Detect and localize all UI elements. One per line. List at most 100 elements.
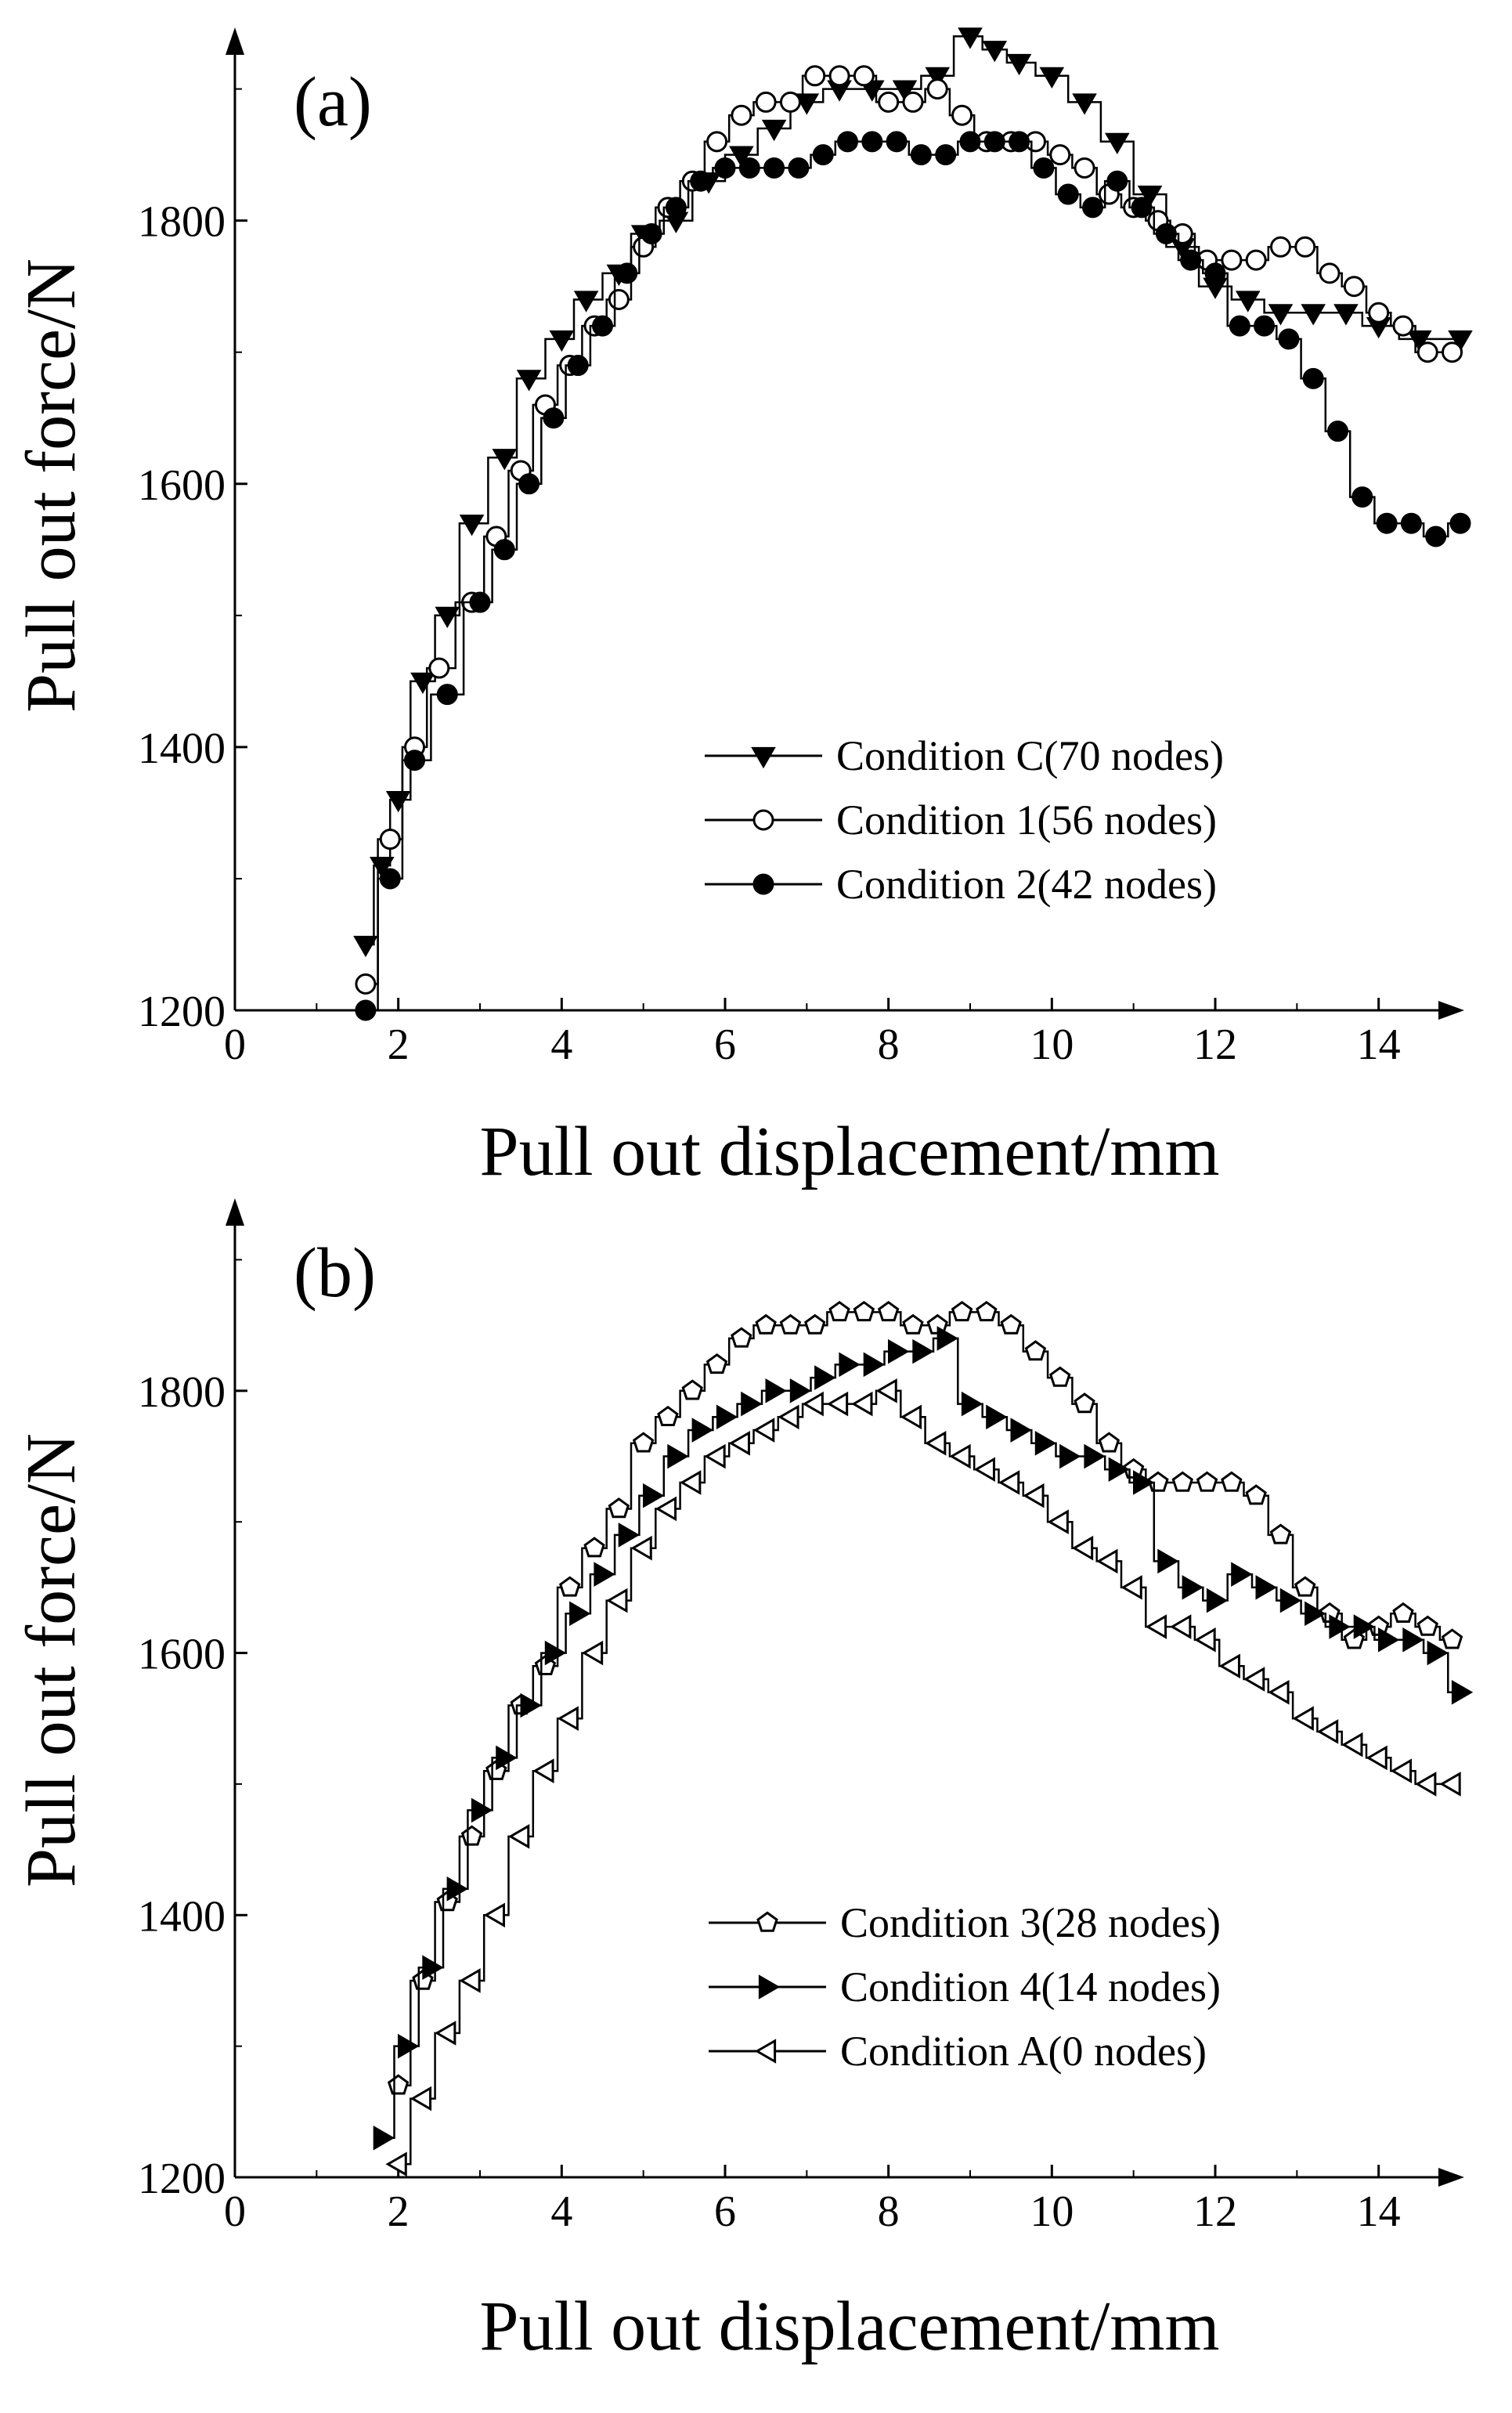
data-point-b-2 (900, 1404, 922, 1430)
data-point-a-0 (892, 80, 918, 102)
data-point-a-0 (385, 791, 411, 813)
data-point-a-2 (1351, 486, 1373, 508)
data-point-b-1 (1034, 1430, 1057, 1456)
data-point-a-2 (404, 750, 426, 771)
data-point-b-2 (998, 1470, 1020, 1495)
x-tick-label-a: 12 (1193, 1020, 1237, 1069)
data-point-a-2 (1009, 131, 1030, 153)
y-tick-label-b: 1400 (138, 1892, 226, 1941)
axes-a (226, 27, 1464, 1020)
data-point-a-2 (1327, 421, 1348, 443)
data-point-a-2 (1155, 222, 1177, 244)
data-point-b-1 (1378, 1627, 1400, 1653)
legend-label-b-0: Condition 3(28 nodes) (840, 1899, 1221, 1946)
data-point-a-2 (493, 539, 515, 561)
x-tick-label-a: 0 (224, 1020, 246, 1069)
data-point-b-1 (1231, 1562, 1253, 1587)
data-point-b-0 (853, 1300, 875, 1322)
data-point-b-2 (557, 1706, 579, 1732)
data-point-a-0 (369, 857, 395, 879)
data-point-a-0 (435, 606, 460, 629)
x-tick-label-b: 4 (550, 2187, 572, 2236)
data-point-b-1 (1402, 1627, 1424, 1653)
data-point-b-2 (1096, 1548, 1118, 1574)
y-tick-label-b: 1200 (138, 2155, 226, 2203)
data-point-b-1 (716, 1404, 738, 1430)
data-point-b-1 (373, 2125, 395, 2151)
data-point-b-0 (1221, 1471, 1243, 1492)
chart-panel-a: 0 2 4 6 8 10 12 14 1200 1400 1600 1800 Condition C(… (13, 27, 1473, 1190)
data-point-a-0 (982, 41, 1008, 63)
data-point-b-2 (1145, 1614, 1167, 1639)
data-point-a-1 (1269, 236, 1291, 258)
data-point-b-2 (826, 1391, 849, 1417)
data-point-a-2 (788, 157, 810, 179)
data-point-b-2 (1316, 1719, 1339, 1744)
x-tick-label-b: 14 (1357, 2187, 1401, 2236)
data-point-b-0 (608, 1497, 630, 1519)
x-tick-label-a: 10 (1030, 1020, 1074, 1069)
y-tick-label-a: 1600 (138, 461, 226, 510)
x-tick-label-a: 8 (878, 1020, 900, 1069)
data-point-a-0 (794, 93, 820, 115)
data-point-a-0 (492, 449, 518, 471)
data-point-a-2 (763, 157, 785, 179)
data-point-a-2 (1400, 512, 1422, 534)
data-point-b-0 (1171, 1471, 1193, 1492)
legend-marker-a-2 (752, 873, 774, 895)
data-point-a-0 (1448, 330, 1473, 352)
data-point-a-1 (1294, 236, 1316, 258)
data-point-a-2 (886, 131, 908, 153)
data-point-a-2 (1204, 262, 1226, 284)
data-point-a-1 (1442, 341, 1463, 363)
data-point-b-2 (1268, 1679, 1290, 1705)
data-point-b-0 (387, 2074, 410, 2095)
data-point-a-2 (616, 262, 638, 284)
data-point-a-2 (983, 131, 1005, 153)
data-point-a-0 (549, 330, 575, 352)
data-point-b-0 (1245, 1484, 1267, 1505)
data-point-b-0 (1392, 1602, 1414, 1623)
data-point-a-0 (1301, 304, 1326, 326)
x-tick-label-a: 2 (388, 1020, 410, 1069)
data-point-b-1 (691, 1418, 713, 1443)
series-a-1 (355, 65, 1463, 995)
data-point-a-2 (690, 170, 712, 192)
data-point-b-1 (961, 1391, 983, 1417)
data-point-b-2 (1194, 1627, 1216, 1653)
data-point-a-2 (959, 131, 981, 153)
data-point-b-0 (1024, 1340, 1047, 1361)
data-point-a-1 (1343, 276, 1365, 298)
data-point-b-2 (410, 2086, 432, 2111)
x-tick-label-b: 0 (224, 2187, 246, 2236)
data-point-a-0 (573, 291, 599, 312)
data-point-b-0 (460, 1825, 483, 1846)
data-point-a-1 (1074, 157, 1095, 179)
data-point-b-2 (1390, 1758, 1413, 1783)
data-point-a-2 (1106, 170, 1128, 192)
data-point-b-2 (1071, 1535, 1094, 1561)
data-point-b-0 (755, 1313, 777, 1335)
data-point-a-2 (910, 144, 932, 166)
data-point-b-1 (618, 1523, 640, 1548)
data-point-b-1 (544, 1640, 567, 1666)
data-point-a-1 (755, 91, 777, 113)
x-axis-title-b: Pull out displacement/mm (480, 2288, 1220, 2365)
data-point-a-0 (729, 146, 754, 168)
data-point-a-1 (731, 104, 752, 126)
data-point-b-2 (1341, 1732, 1363, 1757)
data-point-b-0 (657, 1405, 679, 1426)
series-layer-b (373, 1300, 1474, 2177)
data-point-b-1 (1255, 1575, 1277, 1600)
data-point-b-0 (681, 1379, 703, 1400)
y-axis-title-b: Pull out force/N (13, 1433, 90, 1887)
data-point-a-1 (878, 91, 900, 113)
legend-label-a-0: Condition C(70 nodes) (836, 732, 1224, 779)
data-point-a-0 (1137, 185, 1163, 208)
legend-marker-a-0 (751, 746, 776, 769)
data-point-b-2 (1120, 1575, 1142, 1600)
data-point-b-2 (1366, 1745, 1388, 1771)
legend-marker-b-0 (756, 1911, 778, 1932)
data-point-b-0 (559, 1576, 581, 1597)
data-point-a-1 (706, 131, 728, 153)
